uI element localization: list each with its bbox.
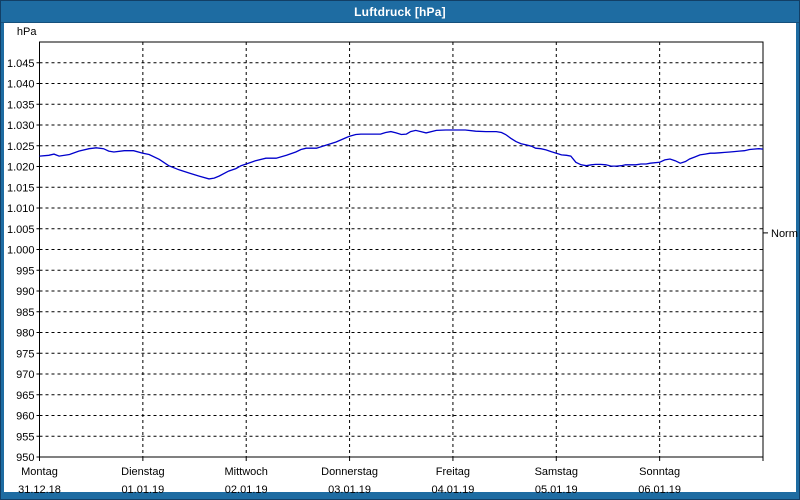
x-date-label: 03.01.19 — [328, 484, 371, 494]
x-date-label: 01.01.19 — [121, 484, 164, 494]
pressure-data-line — [39, 129, 764, 180]
normal-pressure-marker: Normal — [763, 228, 798, 240]
y-tick-label: 1.035 — [7, 99, 35, 111]
y-tick-label: 1.010 — [7, 203, 35, 215]
y-tick-label: 1.045 — [7, 58, 35, 70]
y-tick-label: 1.040 — [7, 79, 35, 91]
x-day-label: Samstag — [535, 466, 578, 478]
y-tick-label: 1.015 — [7, 182, 35, 194]
y-tick-label: 1.000 — [7, 245, 35, 257]
plot-border — [39, 41, 764, 458]
x-date-label: 31.12.18 — [18, 484, 61, 494]
y-tick-label: 955 — [16, 431, 34, 443]
y-tick-label: 1.005 — [7, 224, 35, 236]
y-tick-label: 990 — [16, 286, 34, 298]
x-day-label: Donnerstag — [321, 466, 378, 478]
y-tick-label: 975 — [16, 348, 34, 360]
x-day-label: Dienstag — [121, 466, 164, 478]
x-date-label: 02.01.19 — [225, 484, 268, 494]
axes — [36, 41, 764, 461]
y-tick-label: 995 — [16, 265, 34, 277]
y-tick-label: 980 — [16, 328, 34, 340]
y-tick-label: 1.020 — [7, 162, 35, 174]
x-date-label: 04.01.19 — [432, 484, 475, 494]
pressure-line-chart: 950 955 960 965 970 975 980 985 990 995 1.000 1.005… — [7, 26, 798, 494]
y-tick-label: 965 — [16, 390, 34, 402]
x-date-label: 06.01.19 — [638, 484, 681, 494]
x-day-label: Sonntag — [639, 466, 680, 478]
y-tick-label: 985 — [16, 307, 34, 319]
grid-lines — [39, 42, 763, 457]
y-tick-label: 950 — [16, 452, 34, 464]
y-tick-label: 1.025 — [7, 141, 35, 153]
x-date-label: 05.01.19 — [535, 484, 578, 494]
chart-area: 950 955 960 965 970 975 980 985 990 995 1.000 1.005… — [4, 23, 798, 494]
x-day-label: Mittwoch — [225, 466, 268, 478]
title-bar: Luftdruck [hPa] — [1, 1, 799, 23]
y-tick-label: 970 — [16, 369, 34, 381]
y-axis-unit-label: hPa — [17, 26, 37, 38]
y-tick-label: 960 — [16, 411, 34, 423]
normal-label: Normal — [771, 228, 798, 240]
x-day-label: Freitag — [436, 466, 470, 478]
x-day-label: Montag — [21, 466, 58, 478]
y-tick-label: 1.030 — [7, 120, 35, 132]
window-title: Luftdruck [hPa] — [354, 4, 446, 19]
axis-labels: 950 955 960 965 970 975 980 985 990 995 1.000 1.005… — [7, 58, 681, 494]
